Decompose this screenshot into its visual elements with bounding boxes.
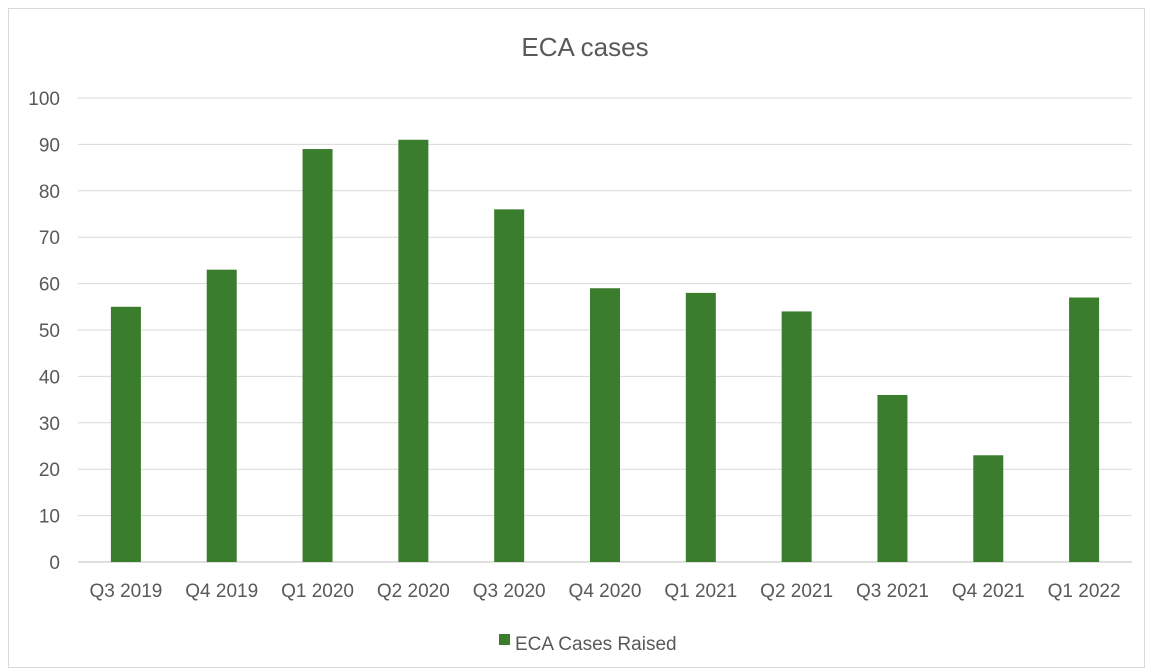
gridlines [78, 97, 1132, 563]
x-tick-label: Q1 2021 [664, 581, 737, 602]
bar [685, 292, 716, 562]
bar [302, 149, 333, 563]
x-tick-label: Q1 2020 [281, 581, 354, 602]
bar [781, 311, 812, 562]
x-tick-label: Q3 2021 [856, 581, 929, 602]
x-axis-ticks: Q3 2019 Q4 2019 Q1 2020 Q2 2020 Q3 2020 Q4 20… [89, 581, 1120, 602]
bars [110, 139, 1100, 563]
y-tick-label: 70 [39, 228, 60, 249]
x-tick-label: Q2 2021 [760, 581, 833, 602]
legend-swatch [499, 634, 510, 645]
x-tick-label: Q2 2020 [377, 581, 450, 602]
bar [398, 139, 429, 562]
y-tick-label: 80 [39, 182, 60, 203]
legend-label: ECA Cases Raised [515, 634, 677, 655]
chart-title: ECA cases [521, 32, 648, 62]
x-tick-label: Q4 2021 [952, 581, 1025, 602]
bar [494, 209, 525, 563]
y-tick-label: 10 [39, 507, 60, 528]
bar [1069, 297, 1100, 562]
y-tick-label: 60 [39, 275, 60, 296]
x-tick-label: Q4 2020 [569, 581, 642, 602]
x-tick-label: Q4 2019 [185, 581, 258, 602]
x-tick-label: Q3 2020 [473, 581, 546, 602]
y-tick-label: 90 [39, 135, 60, 156]
bar [973, 455, 1004, 562]
y-tick-label: 0 [49, 553, 60, 574]
bar [877, 394, 908, 562]
y-tick-label: 100 [28, 89, 60, 110]
chart-frame [8, 8, 1145, 668]
x-tick-label: Q1 2022 [1048, 581, 1121, 602]
bar [206, 269, 237, 562]
y-tick-label: 20 [39, 460, 60, 481]
legend: ECA Cases Raised [499, 634, 677, 655]
y-tick-label: 30 [39, 414, 60, 435]
y-axis-ticks: 0 10 20 30 40 50 60 70 80 90 100 [28, 89, 60, 574]
bar [590, 288, 620, 562]
y-tick-label: 40 [39, 367, 60, 388]
x-tick-label: Q3 2019 [89, 581, 162, 602]
bar [110, 306, 141, 562]
y-tick-label: 50 [39, 321, 60, 342]
